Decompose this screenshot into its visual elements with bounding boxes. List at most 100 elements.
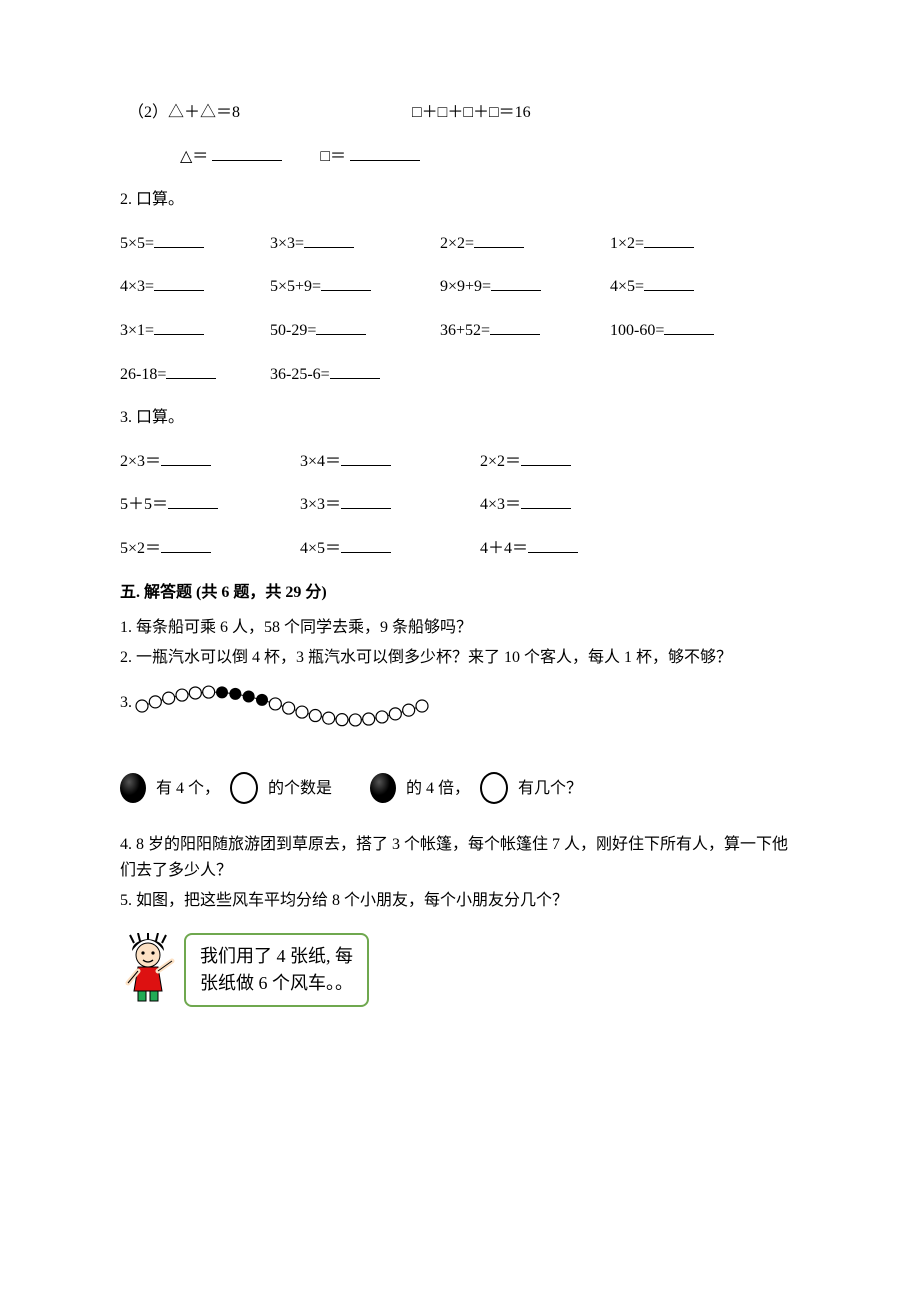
answer-blank[interactable] (321, 274, 371, 291)
answer-blank[interactable] (664, 318, 714, 335)
equation-cell: 100-60= (610, 318, 760, 344)
equation-text: 4×5＝ (300, 540, 341, 557)
bead-string-figure (132, 676, 432, 736)
problem-3-prefix: 3. (120, 674, 132, 716)
answer-blank[interactable] (168, 492, 218, 509)
answer-blank[interactable] (166, 362, 216, 379)
p3-text-c: 的 4 倍， (406, 776, 470, 802)
equation-text: 1×2= (610, 235, 644, 252)
worksheet-page: （2）△＋△＝8 □＋□＋□＋□＝16 △＝ □＝ 2. 口算。 5×5= 3×3… (0, 0, 920, 1087)
equation-text: 5＋5＝ (120, 496, 168, 513)
answer-blank[interactable] (521, 492, 571, 509)
equation-cell: 36+52= (440, 318, 610, 344)
problem-2: 2. 一瓶汽水可以倒 4 杯，3 瓶汽水可以倒多少杯？来了 10 个客人，每人 … (120, 645, 800, 671)
ring-bead-icon (230, 772, 258, 804)
q1-sub2-right: □＋□＋□＋□＝16 (412, 104, 531, 121)
q1-sub2-answers: △＝ □＝ (120, 144, 800, 170)
equation-text: 4×3= (120, 278, 154, 295)
equation-row: 5×2＝4×5＝ 4＋4＝ (120, 536, 800, 562)
kid-icon (120, 933, 176, 1003)
equation-row: 3×1=50-29= 36+52=100-60= (120, 318, 800, 344)
equation-row: 26-18= 36-25-6= (120, 362, 800, 388)
equation-text: 100-60= (610, 322, 664, 339)
equation-text: 2×2= (440, 235, 474, 252)
equation-cell: 4×5= (610, 274, 760, 300)
bubble-line-2: 张纸做 6 个风车。。 (200, 970, 353, 997)
answer-blank[interactable] (644, 274, 694, 291)
section5-title: 五. 解答题 (共 6 题，共 29 分) (120, 580, 800, 606)
equation-text: 26-18= (120, 366, 166, 383)
black-bead-icon (120, 773, 146, 803)
answer-blank[interactable] (304, 231, 354, 248)
equation-cell: 5＋5＝ (120, 492, 300, 518)
problem-3-statement: 有 4 个， 的个数是 的 4 倍， 有几个？ (120, 772, 800, 804)
problem-3: 3. 有 4 个， 的个数是 的 4 倍， 有几个？ (120, 674, 800, 804)
equation-row: 5＋5＝ 3×3＝ 4×3＝ (120, 492, 800, 518)
equation-text: 3×3= (270, 235, 304, 252)
answer-blank[interactable] (490, 318, 540, 335)
equation-cell: 3×3＝ (300, 492, 480, 518)
equation-cell: 3×1= (120, 318, 270, 344)
q3-title: 3. 口算。 (120, 405, 800, 431)
q3-rows: 2×3＝ 3×4＝ 2×2＝ 5＋5＝ 3×3＝ 4×3＝ 5×2＝4×5＝ 4＋4＝ (120, 449, 800, 562)
q2-title: 2. 口算。 (120, 187, 800, 213)
equation-text: 5×5= (120, 235, 154, 252)
p3-text-d: 有几个？ (518, 776, 582, 802)
equation-cell: 3×4＝ (300, 449, 480, 475)
equation-cell: 4×3= (120, 274, 270, 300)
equation-text: 2×2＝ (480, 453, 521, 470)
answer-blank[interactable] (161, 536, 211, 553)
equation-text: 4＋4＝ (480, 540, 528, 557)
equation-row: 2×3＝ 3×4＝ 2×2＝ (120, 449, 800, 475)
answer-blank[interactable] (316, 318, 366, 335)
triangle-answer-blank[interactable] (212, 144, 282, 161)
answer-blank[interactable] (154, 231, 204, 248)
equation-cell: 36-25-6= (270, 362, 440, 388)
answer-blank[interactable] (161, 449, 211, 466)
equation-cell: 4×3＝ (480, 492, 660, 518)
answer-blank[interactable] (491, 274, 541, 291)
square-equals-label: □＝ (320, 148, 346, 165)
speech-bubble: 我们用了 4 张纸, 每 张纸做 6 个风车。。 (184, 933, 369, 1007)
equation-cell: 50-29= (270, 318, 440, 344)
equation-cell: 2×2＝ (480, 449, 660, 475)
problem-1: 1. 每条船可乘 6 人，58 个同学去乘，9 条船够吗？ (120, 615, 800, 641)
answer-blank[interactable] (521, 449, 571, 466)
equation-text: 3×3＝ (300, 496, 341, 513)
equation-cell: 4×5＝ (300, 536, 480, 562)
black-bead-icon-2 (370, 773, 396, 803)
problem-5: 5. 如图，把这些风车平均分给 8 个小朋友，每个小朋友分几个？ (120, 888, 800, 914)
answer-blank[interactable] (341, 449, 391, 466)
equation-cell: 2×2= (440, 231, 610, 257)
square-answer-blank[interactable] (350, 144, 420, 161)
equation-text: 4×3＝ (480, 496, 521, 513)
equation-text: 50-29= (270, 322, 316, 339)
equation-text: 4×5= (610, 278, 644, 295)
p3-text-a: 有 4 个， (156, 776, 220, 802)
speech-figure: 我们用了 4 张纸, 每 张纸做 6 个风车。。 (120, 933, 800, 1007)
equation-text: 2×3＝ (120, 453, 161, 470)
equation-cell: 5×2＝ (120, 536, 300, 562)
answer-blank[interactable] (154, 274, 204, 291)
equation-cell: 1×2= (610, 231, 760, 257)
q2-rows: 5×5=3×3=2×2=1×2=4×3=5×5+9=9×9+9=4×5=3×1=… (120, 231, 800, 387)
equation-cell: 4＋4＝ (480, 536, 660, 562)
answer-blank[interactable] (341, 492, 391, 509)
p3-text-b: 的个数是 (268, 776, 332, 802)
bubble-line-1: 我们用了 4 张纸, 每 (200, 943, 353, 970)
answer-blank[interactable] (474, 231, 524, 248)
q1-sub2-left: （2）△＋△＝8 (128, 100, 408, 126)
equation-cell: 5×5= (120, 231, 270, 257)
answer-blank[interactable] (330, 362, 380, 379)
equation-row: 5×5= 3×3= 2×2= 1×2= (120, 231, 800, 257)
equation-text: 5×5+9= (270, 278, 321, 295)
equation-cell: 26-18= (120, 362, 270, 388)
equation-text: 3×4＝ (300, 453, 341, 470)
equation-cell: 5×5+9= (270, 274, 440, 300)
answer-blank[interactable] (341, 536, 391, 553)
triangle-equals-label: △＝ (180, 148, 208, 165)
answer-blank[interactable] (154, 318, 204, 335)
answer-blank[interactable] (644, 231, 694, 248)
answer-blank[interactable] (528, 536, 578, 553)
ring-bead-icon-2 (480, 772, 508, 804)
